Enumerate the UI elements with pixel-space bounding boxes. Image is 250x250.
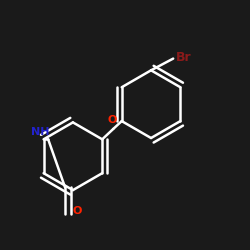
Text: O: O [73,206,82,216]
Text: O: O [107,115,117,125]
Text: NH: NH [31,127,50,137]
Text: Br: Br [176,51,192,64]
